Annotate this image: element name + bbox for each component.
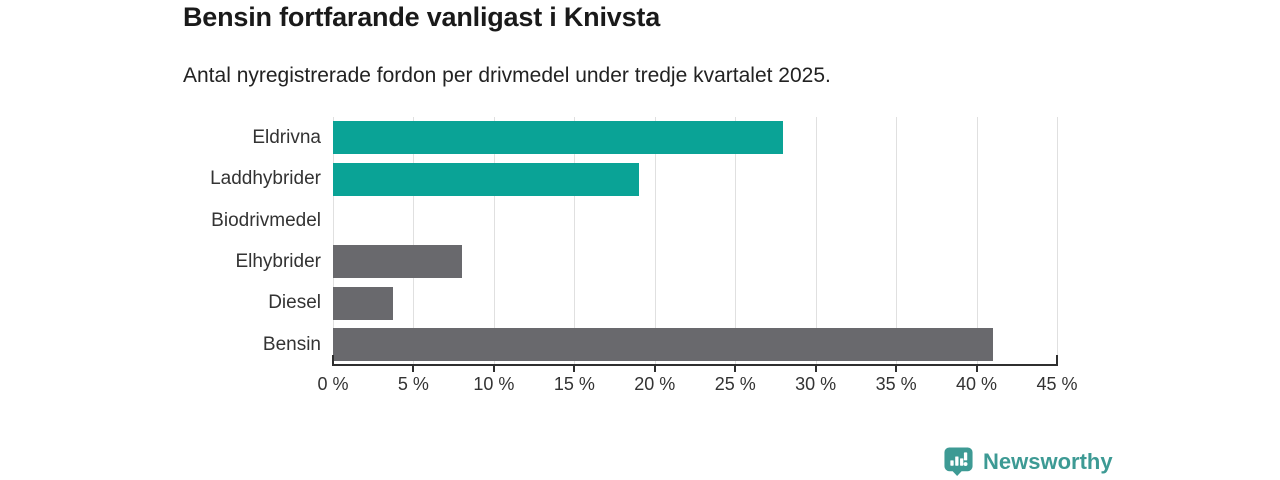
x-axis-line bbox=[332, 364, 1058, 366]
x-axis-tick-label: 15 % bbox=[553, 374, 595, 394]
bar-elhybrider bbox=[333, 245, 462, 279]
x-axis-tick-label: 5 % bbox=[397, 374, 429, 394]
x-axis-tick-label: 10 % bbox=[473, 374, 515, 394]
brand-footer: Newsworthy bbox=[943, 446, 1113, 477]
category-label-diesel: Diesel bbox=[268, 292, 321, 314]
x-axis-end-cap bbox=[332, 355, 334, 365]
bar-laddhybrider bbox=[333, 162, 639, 196]
x-axis-tick bbox=[975, 366, 978, 372]
x-axis-tick-label: 0 % bbox=[317, 374, 349, 394]
gridline bbox=[493, 117, 495, 365]
category-label-laddhybrider: Laddhybrider bbox=[210, 168, 321, 190]
x-axis-tick-label: 25 % bbox=[714, 374, 756, 394]
x-axis-tick bbox=[814, 366, 817, 372]
gridline bbox=[896, 117, 898, 365]
x-axis-tick bbox=[492, 366, 495, 372]
gridline bbox=[333, 117, 334, 365]
x-axis-tick-label: 30 % bbox=[795, 374, 837, 394]
bar-bensin bbox=[333, 327, 993, 361]
x-axis-end-cap bbox=[1056, 355, 1058, 365]
chart-title: Bensin fortfarande vanligast i Knivsta bbox=[183, 2, 661, 32]
category-label-biodrivmedel: Biodrivmedel bbox=[211, 209, 321, 231]
gridline bbox=[815, 117, 817, 365]
gridline bbox=[735, 117, 737, 365]
category-label-eldrivna: Eldrivna bbox=[252, 127, 321, 148]
brand-name: Newsworthy bbox=[983, 448, 1113, 474]
gridline bbox=[574, 117, 576, 365]
x-axis-tick bbox=[412, 366, 415, 372]
gridline bbox=[1057, 117, 1058, 365]
x-axis-tick-label: 20 % bbox=[634, 374, 676, 394]
category-label-bensin: Bensin bbox=[262, 333, 321, 355]
gridline bbox=[654, 117, 656, 365]
bar-eldrivna bbox=[333, 121, 784, 155]
gridline bbox=[413, 117, 415, 365]
x-axis-tick-label: 35 % bbox=[875, 374, 917, 394]
x-axis-tick bbox=[653, 366, 656, 372]
x-axis-tick bbox=[895, 366, 898, 372]
x-axis-tick-label: 45 % bbox=[1036, 374, 1078, 394]
chart-subtitle: Antal nyregistrerade fordon per drivmede… bbox=[183, 64, 831, 87]
gridline bbox=[976, 117, 978, 365]
category-label-elhybrider: Elhybrider bbox=[235, 251, 321, 272]
x-axis-tick bbox=[734, 366, 737, 372]
x-axis-tick bbox=[573, 366, 576, 372]
newsworthy-logo-icon bbox=[944, 447, 973, 477]
bar-diesel bbox=[333, 286, 393, 320]
x-axis-tick-label: 40 % bbox=[956, 374, 998, 394]
